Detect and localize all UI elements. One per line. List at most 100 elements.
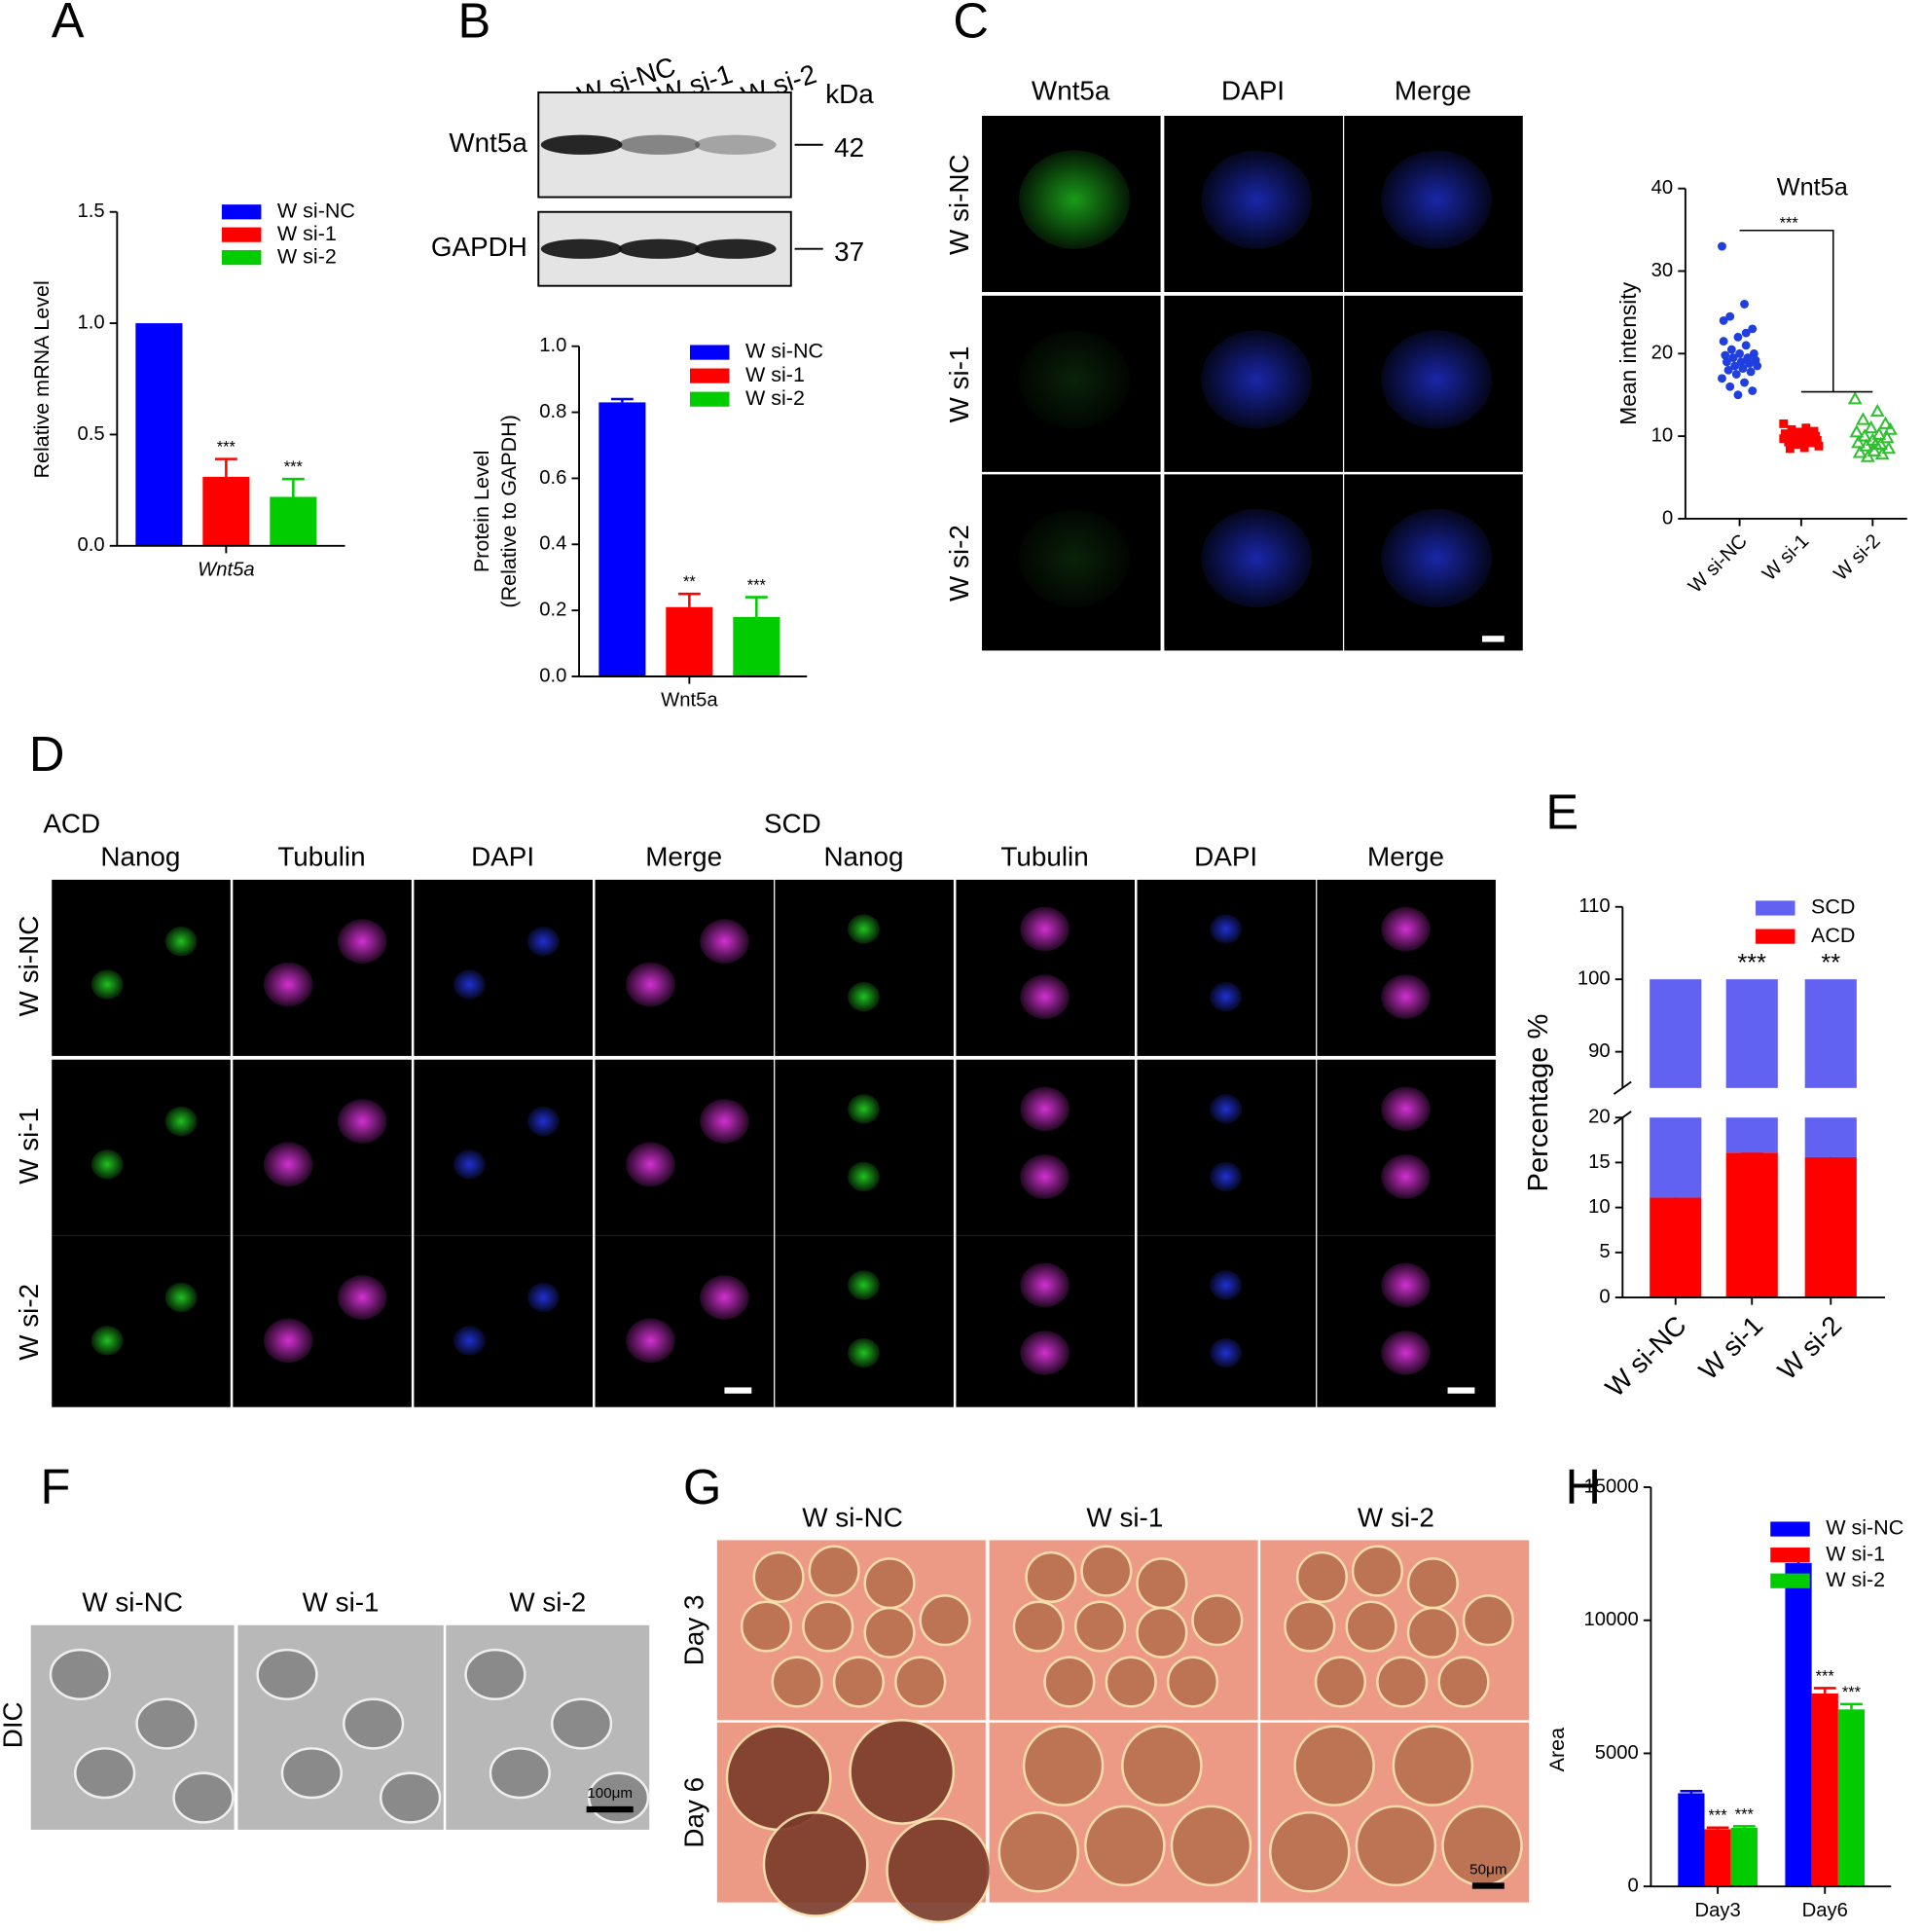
- cell-blob: [626, 962, 675, 1007]
- y-tick-label: 0: [1599, 1286, 1610, 1307]
- x-tick-label: Wnt5a: [661, 690, 718, 711]
- spheroid: [1166, 1656, 1219, 1708]
- spheroid: [1293, 1725, 1375, 1806]
- point: [1718, 241, 1726, 251]
- blot-band: [618, 238, 701, 259]
- point: [1730, 361, 1740, 371]
- scale-bar: [1447, 1387, 1475, 1394]
- cell-blob: [1210, 981, 1243, 1012]
- spheroid: [1406, 1557, 1459, 1610]
- legend-label: W si-1: [1826, 1542, 1885, 1565]
- spheroid: [1012, 1600, 1065, 1653]
- x-tick-label: Day6: [1802, 1900, 1848, 1921]
- y-tick-label: 100: [1577, 968, 1611, 990]
- bar: [1704, 1829, 1731, 1887]
- cell-blob: [263, 1318, 313, 1364]
- bar-segment: [1725, 979, 1778, 1088]
- legend-swatch: [221, 204, 262, 220]
- colony: [280, 1747, 343, 1800]
- bar: [135, 323, 183, 546]
- column-header: Tubulin: [1000, 842, 1088, 872]
- kda-label: 42: [834, 132, 864, 163]
- legend-label: W si-2: [277, 244, 337, 268]
- significance: ***: [747, 577, 767, 595]
- blot-band: [540, 134, 623, 155]
- y-axis-label: Percentage %: [1523, 1014, 1554, 1192]
- cell-blob: [526, 1106, 560, 1137]
- y-axis-label: Mean intensity: [1615, 281, 1641, 424]
- point: [1721, 350, 1730, 360]
- colony: [135, 1697, 198, 1750]
- scale-bar: [1471, 1882, 1505, 1889]
- spheroid: [849, 1718, 956, 1825]
- row-label: W si-NC: [944, 154, 974, 255]
- point: [1719, 337, 1728, 346]
- point: [1779, 419, 1789, 428]
- y-tick-label: 20: [1588, 1107, 1611, 1128]
- significance: ***: [284, 458, 304, 476]
- spheroid: [752, 1550, 805, 1603]
- spheroid: [808, 1545, 860, 1597]
- micrograph: [956, 879, 1135, 1056]
- legend-swatch: [1770, 1548, 1810, 1563]
- bar: [1730, 1828, 1758, 1887]
- spheroid: [1295, 1550, 1349, 1603]
- point: [1741, 328, 1751, 338]
- micrograph: [1317, 1059, 1496, 1236]
- spheroid: [762, 1810, 869, 1917]
- y-tick-label: 10000: [1583, 1609, 1638, 1630]
- point: [1881, 441, 1897, 455]
- y-tick-label: 90: [1588, 1040, 1611, 1062]
- row-label: Day 6: [679, 1777, 709, 1848]
- colony: [342, 1697, 405, 1750]
- legend-swatch: [1770, 1573, 1810, 1588]
- micrograph: [595, 1059, 775, 1236]
- cell-blob: [1381, 1086, 1431, 1132]
- cell-blob: [1020, 1331, 1070, 1375]
- cell-blob: [700, 919, 749, 964]
- spheroid: [1462, 1594, 1514, 1647]
- spheroid: [802, 1600, 854, 1653]
- bar: [202, 476, 250, 546]
- point: [1733, 332, 1743, 342]
- column-header: DAPI: [1221, 75, 1285, 105]
- point: [1746, 367, 1756, 377]
- micrograph: [775, 1059, 954, 1236]
- cell-blob: [263, 1142, 313, 1187]
- legend-label: W si-NC: [745, 340, 823, 363]
- row-label: W si-2: [14, 1284, 44, 1361]
- micrograph: [52, 879, 231, 1056]
- cell-blob: [526, 1282, 560, 1313]
- micrograph: [1137, 1059, 1317, 1236]
- significance: **: [683, 573, 696, 591]
- point: [1860, 449, 1875, 462]
- colony: [550, 1697, 613, 1750]
- micrograph: [1137, 879, 1317, 1056]
- significance: ***: [1842, 1684, 1862, 1701]
- panel-label: E: [1545, 784, 1578, 839]
- row-label: DIC: [0, 1701, 28, 1748]
- legend-label: SCD: [1811, 895, 1855, 919]
- micrograph: [956, 1059, 1135, 1236]
- point: [1801, 432, 1811, 442]
- axis-break: [1613, 1080, 1632, 1095]
- cell-blob: [263, 962, 313, 1007]
- point: [1852, 445, 1868, 458]
- legend-label: W si-NC: [277, 199, 355, 222]
- legend-label: W si-NC: [1826, 1516, 1904, 1540]
- legend-swatch: [1756, 929, 1795, 944]
- cell-blob: [848, 914, 880, 944]
- spheroid: [740, 1600, 793, 1653]
- point: [1871, 426, 1887, 440]
- spheroid: [1136, 1606, 1188, 1659]
- spheroid: [832, 1656, 886, 1708]
- cell-blob: [526, 926, 560, 957]
- legend-label: W si-2: [745, 386, 805, 410]
- point: [1722, 357, 1731, 367]
- cell-blob: [1381, 1262, 1431, 1308]
- cell-blob: [1020, 1262, 1070, 1308]
- y-tick-label: 20: [1651, 343, 1674, 364]
- panel-label: A: [52, 0, 85, 49]
- point: [1725, 382, 1735, 391]
